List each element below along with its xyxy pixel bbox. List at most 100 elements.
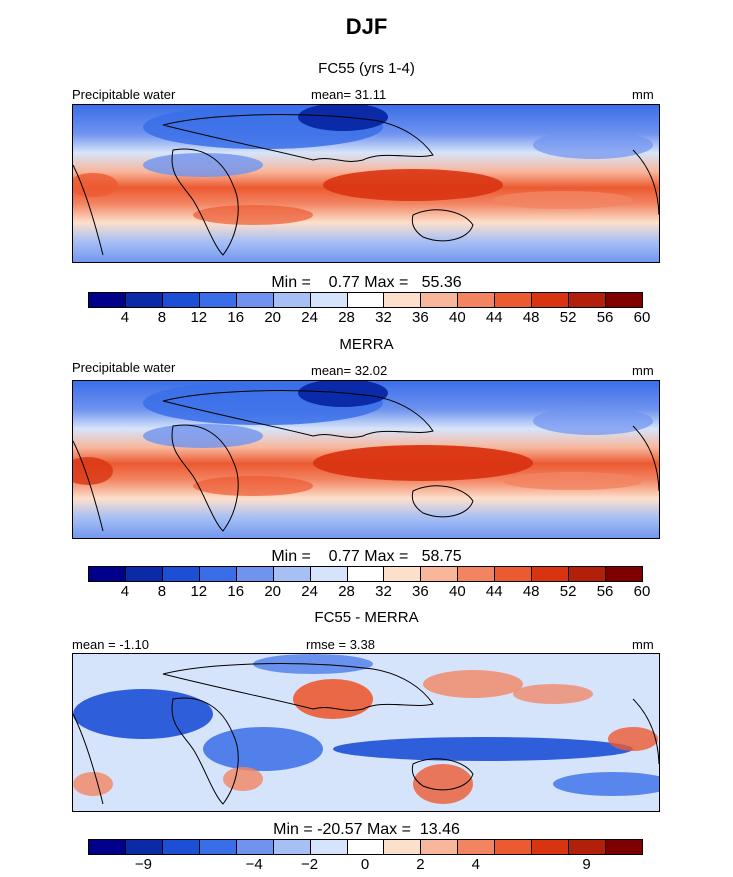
colorbar-swatch [494, 566, 533, 582]
panel-2-map [72, 380, 660, 539]
colorbar-tick-label: 0 [360, 856, 370, 873]
colorbar-tick-label: 12 [190, 309, 208, 326]
colorbar-tick-label: −2 [301, 856, 319, 873]
colorbar-tick-label: 9 [582, 856, 591, 873]
colorbar-tick-label: 48 [522, 583, 540, 600]
panel-3-minmax: Min = -20.57 Max = 13.46 [273, 821, 460, 838]
colorbar-tick-label: 60 [633, 309, 651, 326]
colorbar-swatch [346, 839, 385, 855]
panel-1-title: FC55 (yrs 1-4) [318, 60, 415, 77]
panel-1-variable-label: Precipitable water [72, 87, 176, 102]
colorbar-tick-label: 20 [264, 309, 281, 326]
colorbar-swatch [531, 839, 570, 855]
colorbar-tick-label: 56 [596, 309, 614, 326]
panel-2-variable-label: Precipitable water [72, 360, 176, 375]
colorbar-tick-label: 28 [338, 309, 355, 326]
colorbar-tick-label: −4 [245, 856, 263, 873]
panel-1-mean-label: mean= 31.11 [311, 87, 387, 102]
colorbar-swatch [235, 839, 274, 855]
colorbar-tick-label: 44 [485, 583, 503, 600]
colorbar-swatch [457, 292, 496, 308]
colorbar-swatch [124, 292, 163, 308]
panel-3-map [72, 653, 660, 812]
colorbar-swatch [605, 566, 643, 582]
colorbar-swatch [457, 839, 496, 855]
panel-3-colorbar: −9 −4 −2 0 2 4 9 [88, 839, 643, 872]
panel-1-units: mm [632, 87, 654, 102]
panel-3-rmse-label: rmse = 3.38 [306, 637, 376, 652]
colorbar-swatch [88, 292, 126, 308]
colorbar-swatch [531, 566, 570, 582]
colorbar-tick-label: 52 [559, 309, 577, 326]
colorbar-tick-label: 60 [633, 583, 651, 600]
colorbar-tick-label: −9 [134, 856, 152, 873]
panel-2-title: MERRA [339, 336, 394, 353]
colorbar-tick-label: 12 [190, 583, 208, 600]
colorbar-tick-label: 20 [264, 583, 281, 600]
colorbar-swatch [568, 566, 607, 582]
colorbar-tick-label: 2 [416, 856, 425, 873]
colorbar-tick-label: 40 [448, 309, 466, 326]
colorbar-swatch [88, 839, 126, 855]
colorbar-tick-label: 32 [375, 309, 392, 326]
panel-1-map [72, 104, 660, 263]
colorbar-swatch [124, 566, 163, 582]
figure-title: DJF [345, 14, 388, 39]
colorbar-swatch [346, 566, 385, 582]
panel-2-minmax: Min = 0.77 Max = 58.75 [271, 548, 462, 565]
colorbar-swatch [161, 566, 200, 582]
colorbar-swatch [309, 839, 348, 855]
colorbar-swatch [161, 292, 200, 308]
colorbar-tick-label: 8 [157, 309, 167, 326]
colorbar-tick-label: 40 [448, 583, 466, 600]
colorbar-tick-label: 36 [412, 309, 429, 326]
colorbar-swatch [531, 292, 570, 308]
colorbar-tick-label: 36 [412, 583, 429, 600]
colorbar-tick-label: 44 [485, 309, 503, 326]
colorbar-swatch [383, 566, 422, 582]
panel-3-units: mm [632, 637, 654, 652]
colorbar-swatch [235, 292, 274, 308]
colorbar-tick-label: 52 [559, 583, 577, 600]
colorbar-swatch [124, 839, 163, 855]
colorbar-tick-label: 4 [471, 856, 480, 873]
colorbar-swatch [161, 839, 200, 855]
colorbar-swatch [272, 839, 311, 855]
colorbar-swatch [272, 292, 311, 308]
panel-1-colorbar: 4 8 12 16 20 24 28 32 36 40 44 48 52 56 60 [88, 292, 650, 325]
colorbar-swatch [272, 566, 311, 582]
panel-1-minmax: Min = 0.77 Max = 55.36 [271, 274, 462, 291]
colorbar-tick-label: 28 [338, 583, 355, 600]
colorbar-swatch [309, 566, 348, 582]
colorbar-swatch [605, 839, 643, 855]
colorbar-tick-label: 16 [227, 583, 245, 600]
colorbar-swatch [383, 839, 422, 855]
panel-3-title: FC55 - MERRA [314, 609, 419, 626]
colorbar-swatch [88, 566, 126, 582]
colorbar-swatch [420, 566, 459, 582]
panel-3-mean-label: mean = -1.10 [72, 637, 149, 652]
colorbar-swatch [494, 292, 533, 308]
colorbar-tick-label: 16 [227, 309, 245, 326]
colorbar-swatch [494, 839, 533, 855]
colorbar-swatch [420, 292, 459, 308]
colorbar-tick-label: 4 [120, 583, 130, 600]
colorbar-swatch [198, 292, 237, 308]
colorbar-swatch [568, 839, 607, 855]
panel-2-units: mm [632, 363, 654, 378]
colorbar-tick-label: 24 [301, 583, 318, 600]
colorbar-swatch [383, 292, 422, 308]
colorbar-tick-label: 48 [522, 309, 540, 326]
colorbar-swatch [198, 839, 237, 855]
colorbar-swatch [309, 292, 348, 308]
colorbar-swatch [457, 566, 496, 582]
colorbar-tick-label: 24 [301, 309, 318, 326]
colorbar-tick-label: 4 [120, 309, 130, 326]
colorbar-tick-label: 56 [596, 583, 614, 600]
colorbar-swatch [198, 566, 237, 582]
colorbar-swatch [568, 292, 607, 308]
colorbar-swatch [420, 839, 459, 855]
panel-2-mean-label: mean= 32.02 [311, 363, 388, 378]
colorbar-swatch [235, 566, 274, 582]
colorbar-swatch [605, 292, 643, 308]
